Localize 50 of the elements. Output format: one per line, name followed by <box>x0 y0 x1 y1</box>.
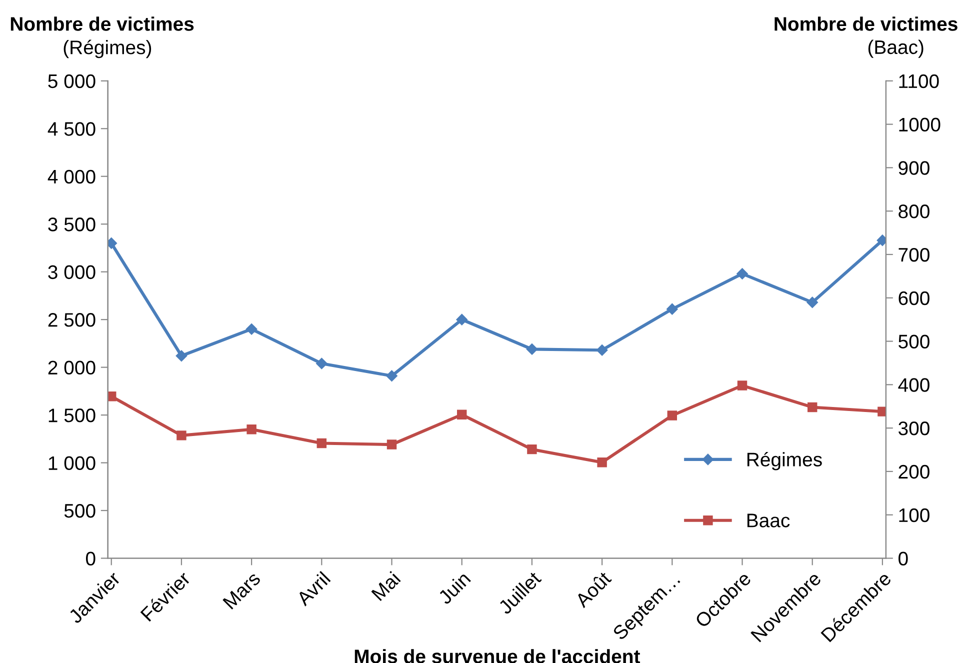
x-axis-title: Mois de survenue de l'accident <box>354 649 640 663</box>
y-tick-label: 2 500 <box>48 313 96 327</box>
point <box>316 438 327 448</box>
y2-tick-label: 1100 <box>899 74 939 88</box>
y-tick-label: 1 500 <box>48 408 96 422</box>
y-tick-label: 4 000 <box>48 170 96 184</box>
point <box>666 303 678 315</box>
y2-tick-label: 0 <box>898 552 908 566</box>
y-tick-label: 500 <box>64 504 96 518</box>
y-tick-label: 1 000 <box>48 456 96 470</box>
point <box>176 350 188 362</box>
y-tick-label: 5 000 <box>48 74 96 88</box>
y-tick-label: 3 000 <box>48 265 96 280</box>
point <box>596 344 608 356</box>
point <box>667 410 678 420</box>
y-tick-label: 2 000 <box>48 360 96 375</box>
point <box>176 430 186 440</box>
y2-tick-label: 300 <box>898 422 930 436</box>
point <box>386 370 398 382</box>
y2-tick-label: 400 <box>898 378 930 392</box>
point <box>736 268 748 280</box>
y2-tick-label: 600 <box>898 291 930 306</box>
point <box>597 457 607 468</box>
y2-tick-label: 700 <box>898 248 930 262</box>
point <box>246 424 256 434</box>
legend-label: Régimes <box>747 452 822 470</box>
y2-tick-label: 900 <box>898 161 930 175</box>
y-tick-label: 4 500 <box>48 122 96 136</box>
point <box>246 324 258 335</box>
point <box>806 296 818 308</box>
y-tick-label: 3 500 <box>48 218 96 232</box>
x-tick-label: Juin <box>436 570 472 606</box>
legend-label: Baac <box>747 514 790 528</box>
y2-tick-label: 1000 <box>899 118 940 132</box>
y2-tick-label: 800 <box>898 204 930 218</box>
y2-tick-label: 200 <box>898 464 930 479</box>
y2-axis-title: Nombre de victimes (Baac) <box>774 16 958 58</box>
y-axis-title: Nombre de victimes (Régimes) <box>10 16 194 58</box>
x-tick-label: Mai <box>370 570 401 602</box>
y2-tick-label: 500 <box>898 334 930 348</box>
point <box>386 440 397 450</box>
y-tick-label: 0 <box>86 552 96 566</box>
point <box>456 410 467 420</box>
y2-tick-label: 100 <box>899 508 930 522</box>
point <box>456 314 468 326</box>
point <box>737 380 748 390</box>
point <box>527 444 537 454</box>
point <box>316 358 328 370</box>
point <box>526 344 538 355</box>
point <box>807 402 818 412</box>
